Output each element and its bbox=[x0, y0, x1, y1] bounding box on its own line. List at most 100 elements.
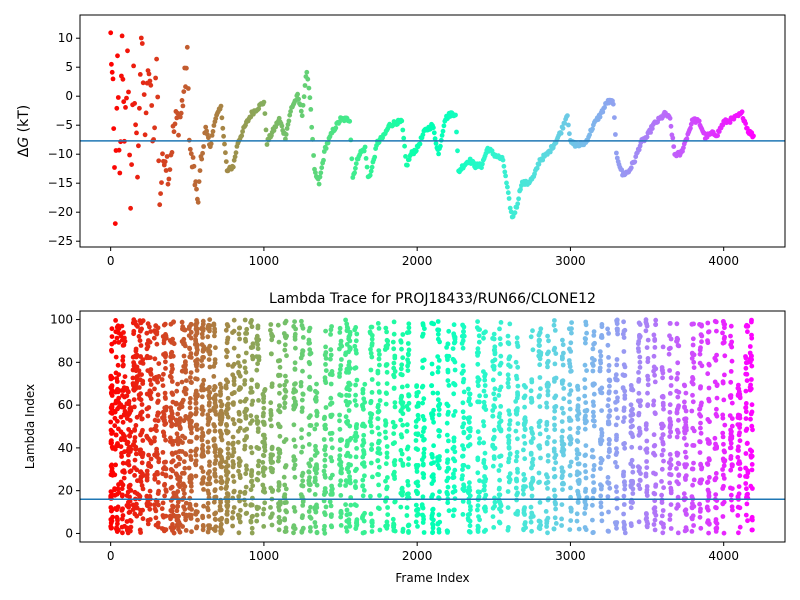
lambda-point bbox=[613, 460, 618, 465]
delta-g-point bbox=[306, 85, 312, 91]
lambda-point bbox=[187, 400, 193, 406]
lambda-point bbox=[743, 465, 748, 471]
lambda-point bbox=[400, 405, 406, 410]
lambda-point bbox=[300, 483, 306, 489]
delta-g-point bbox=[230, 164, 236, 170]
lambda-point bbox=[729, 434, 735, 439]
lambda-point bbox=[376, 431, 382, 437]
lambda-point bbox=[212, 423, 218, 429]
lambda-point bbox=[465, 443, 471, 449]
lambda-point bbox=[128, 524, 134, 530]
lambda-point bbox=[116, 387, 121, 393]
delta-g-point bbox=[262, 111, 268, 116]
lambda-point bbox=[606, 480, 612, 486]
delta-g-point bbox=[154, 56, 160, 62]
lambda-point bbox=[722, 449, 727, 455]
lambda-point bbox=[599, 433, 605, 439]
lambda-point bbox=[529, 460, 535, 465]
delta-g-point bbox=[308, 107, 314, 112]
lambda-point bbox=[299, 427, 304, 433]
lambda-point bbox=[537, 393, 542, 398]
lambda-point bbox=[281, 439, 287, 445]
lambda-point bbox=[124, 493, 130, 498]
lambda-point bbox=[583, 469, 588, 475]
lambda-point bbox=[606, 413, 612, 418]
y-tick-label: −5 bbox=[55, 118, 73, 132]
lambda-point bbox=[131, 317, 137, 323]
lambda-point bbox=[218, 485, 224, 491]
lambda-point bbox=[160, 409, 166, 415]
delta-g-point bbox=[284, 126, 290, 131]
lambda-point bbox=[515, 383, 521, 389]
lambda-point bbox=[522, 441, 528, 446]
lambda-point bbox=[737, 505, 743, 511]
lambda-point bbox=[537, 330, 543, 335]
lambda-point bbox=[337, 412, 342, 418]
lambda-point bbox=[230, 523, 236, 529]
lambda-point bbox=[451, 340, 457, 346]
lambda-point bbox=[420, 461, 426, 467]
lambda-point bbox=[256, 398, 261, 403]
lambda-point bbox=[147, 494, 153, 499]
lambda-point bbox=[174, 431, 180, 437]
lambda-point bbox=[223, 459, 229, 465]
lambda-point bbox=[674, 466, 679, 471]
lambda-point bbox=[552, 474, 558, 479]
lambda-point bbox=[460, 363, 466, 369]
lambda-point bbox=[343, 483, 348, 488]
delta-g-point bbox=[504, 180, 509, 186]
delta-g-point bbox=[602, 105, 607, 110]
lambda-point bbox=[124, 401, 130, 406]
lambda-point bbox=[698, 420, 703, 426]
lambda-point bbox=[507, 418, 513, 423]
lambda-point bbox=[528, 439, 534, 444]
lambda-point bbox=[133, 423, 139, 428]
lambda-point bbox=[583, 419, 589, 425]
lambda-point bbox=[559, 434, 565, 440]
delta-g-point bbox=[512, 210, 518, 216]
lambda-point bbox=[482, 377, 488, 383]
lambda-point bbox=[250, 483, 256, 489]
lambda-point bbox=[667, 416, 673, 422]
lambda-point bbox=[552, 415, 557, 421]
delta-g-point bbox=[210, 129, 216, 134]
lambda-point bbox=[490, 444, 496, 449]
lambda-point bbox=[691, 321, 696, 327]
lambda-point bbox=[513, 359, 519, 365]
lambda-point bbox=[749, 363, 755, 369]
lambda-point bbox=[476, 327, 481, 332]
lambda-point bbox=[398, 408, 404, 414]
lambda-point bbox=[400, 332, 406, 337]
lambda-point bbox=[137, 447, 143, 453]
lambda-point bbox=[306, 509, 312, 514]
lambda-point bbox=[674, 434, 680, 440]
lambda-point bbox=[435, 319, 441, 324]
lambda-point bbox=[338, 363, 344, 368]
lambda-point bbox=[598, 500, 604, 506]
lambda-point bbox=[743, 405, 749, 410]
lambda-point bbox=[238, 507, 243, 513]
lambda-point bbox=[559, 405, 565, 411]
lambda-point bbox=[644, 345, 650, 350]
lambda-point bbox=[338, 437, 344, 442]
delta-g-point bbox=[436, 151, 441, 157]
lambda-point bbox=[507, 471, 513, 477]
delta-g-point bbox=[299, 113, 305, 119]
lambda-point bbox=[750, 517, 755, 523]
lambda-point bbox=[327, 499, 333, 505]
lambda-point bbox=[113, 318, 118, 323]
delta-g-point bbox=[368, 168, 374, 174]
lambda-point bbox=[152, 417, 158, 423]
lambda-point bbox=[629, 431, 635, 437]
lambda-point bbox=[546, 338, 551, 344]
lambda-point bbox=[628, 383, 634, 388]
lambda-point bbox=[621, 408, 627, 413]
delta-g-point bbox=[514, 205, 520, 210]
lambda-point bbox=[177, 529, 183, 535]
lambda-point bbox=[361, 432, 367, 438]
lambda-point bbox=[553, 351, 559, 356]
lambda-point bbox=[682, 449, 688, 455]
lambda-point bbox=[460, 486, 466, 492]
lambda-point bbox=[183, 528, 189, 533]
lambda-point bbox=[483, 508, 488, 514]
